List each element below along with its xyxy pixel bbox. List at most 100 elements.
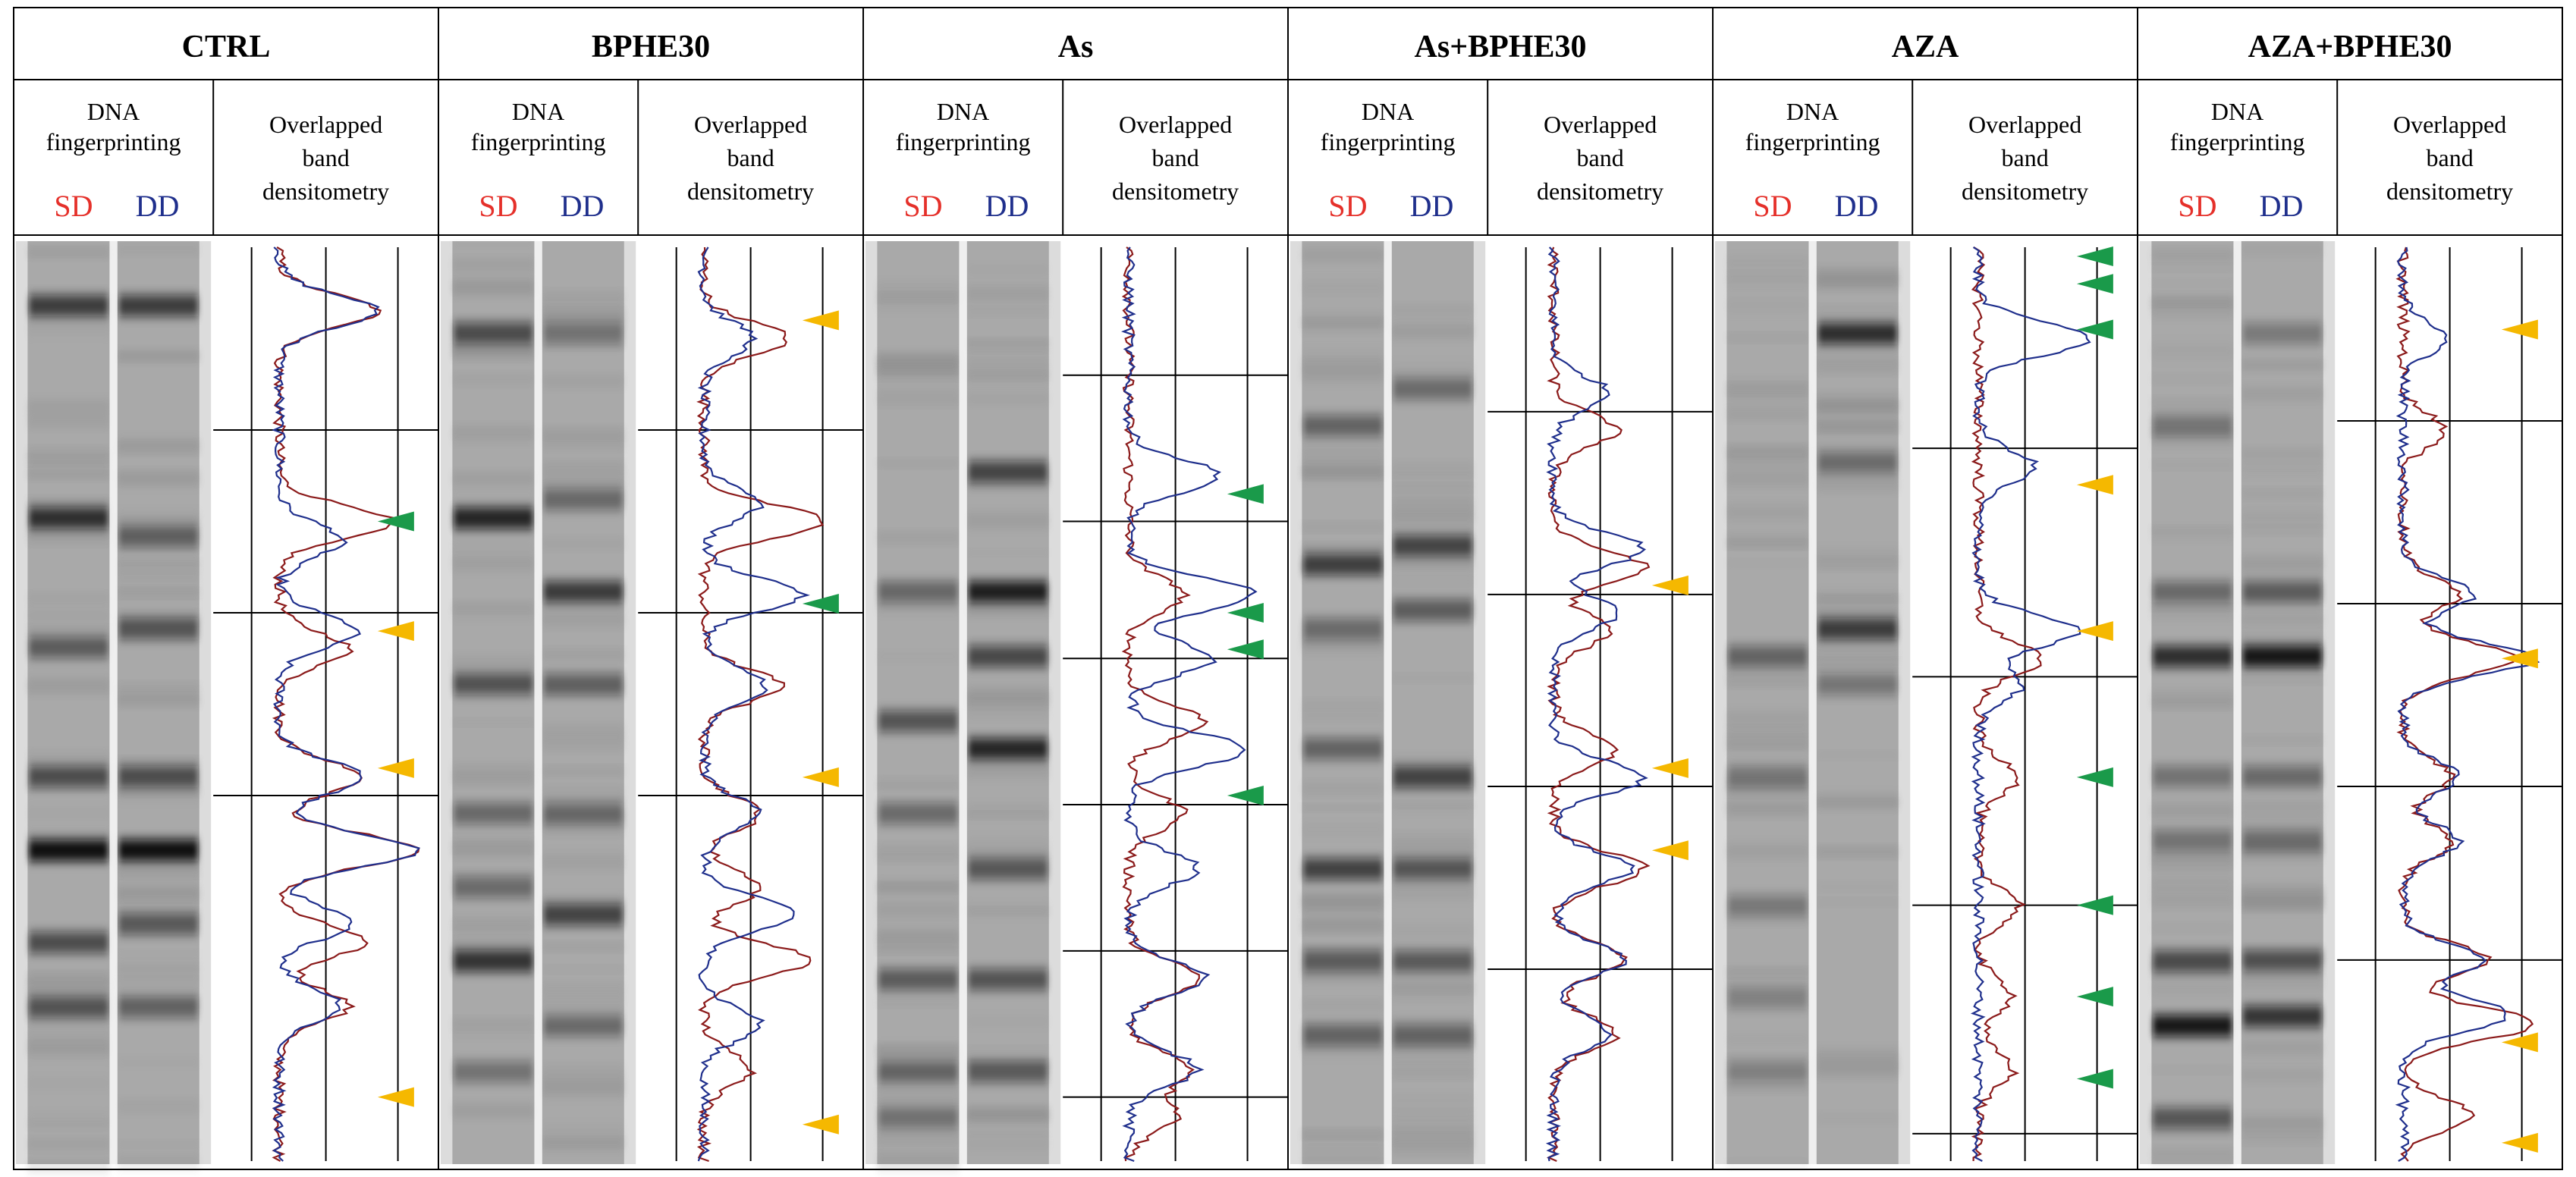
gel-band: [29, 295, 108, 317]
gel-smear: [1816, 1113, 1899, 1123]
gel-smear: [1816, 444, 1899, 453]
gel-smear: [452, 920, 535, 927]
gel-smear: [117, 1058, 199, 1066]
gel-band: [878, 710, 958, 732]
gel-smear: [1391, 1123, 1474, 1137]
gel-smear: [1816, 661, 1899, 669]
gel-image: [865, 241, 1061, 1171]
gel-smear: [966, 394, 1049, 404]
gel-smear: [542, 472, 624, 488]
gel-smear: [2151, 924, 2234, 932]
gel-smear: [2151, 1149, 2234, 1160]
gel-smear: [1816, 393, 1899, 403]
gel-band: [1728, 765, 1808, 787]
densitometry-plot: [638, 246, 863, 1163]
gel-smear: [877, 1131, 960, 1147]
sd-trace: [2395, 246, 2534, 1162]
gel-image: [16, 241, 212, 1172]
gel-band: [454, 876, 533, 898]
green-arrowhead-icon: [2076, 987, 2113, 1007]
gel-band: [543, 488, 623, 510]
gel-smear: [1726, 982, 1809, 991]
gel-smear: [966, 265, 1049, 275]
gel-smear: [117, 758, 199, 764]
gel-smear: [1816, 400, 1899, 416]
gel-band: [1728, 1061, 1808, 1083]
gel-smear: [877, 532, 960, 543]
gel-band: [2153, 950, 2232, 972]
dd-lane: [117, 241, 199, 1169]
gel-smear: [452, 836, 535, 843]
gel-smear: [542, 614, 624, 626]
gel-smear: [542, 650, 624, 660]
gel-smear: [2151, 375, 2234, 383]
gel-band: [2242, 765, 2322, 787]
gel-smear: [1726, 737, 1809, 753]
dd-label: DD: [1410, 189, 1454, 223]
gel-smear: [2151, 854, 2234, 862]
gel-smear: [2241, 463, 2323, 469]
gel-smear: [117, 979, 199, 988]
gel-smear: [1302, 1160, 1384, 1166]
panel-title: CTRL: [182, 30, 271, 64]
gel-smear: [1391, 463, 1474, 474]
gel-smear: [27, 1160, 110, 1172]
gel-smear: [542, 434, 624, 450]
gel-smear: [27, 498, 110, 508]
gel-band: [1817, 673, 1897, 695]
gel-smear: [542, 1139, 624, 1146]
gel-smear: [27, 1022, 110, 1035]
gel-band: [118, 526, 198, 548]
gel-smear: [1391, 493, 1474, 509]
yellow-arrowhead-icon: [2076, 475, 2113, 495]
gel-smear: [1726, 256, 1809, 270]
gel-smear: [1816, 1062, 1899, 1076]
gel-smear: [1816, 653, 1899, 661]
gel-band: [118, 913, 198, 935]
gel-smear: [1302, 280, 1384, 296]
densitometry-plot: [1063, 246, 1288, 1163]
gel-band: [2242, 830, 2322, 852]
green-arrowhead-icon: [1227, 639, 1264, 660]
gel-band: [968, 968, 1048, 990]
gel-smear: [27, 1037, 110, 1048]
gel-smear: [1816, 607, 1899, 618]
dd-label: DD: [2260, 189, 2304, 223]
gel-smear: [1302, 805, 1384, 811]
gel-band: [2153, 830, 2232, 852]
gel-smear: [117, 475, 199, 488]
gel-band: [968, 738, 1048, 760]
gel-smear: [27, 1044, 110, 1054]
gel-smear: [452, 259, 535, 271]
sd-trace: [1121, 246, 1209, 1162]
fingerprint-label: DNA fingerprinting: [1321, 98, 1456, 155]
gel-smear: [1302, 709, 1384, 722]
gel-smear: [1726, 448, 1809, 463]
gel-smear: [877, 1091, 960, 1100]
gel-band: [1393, 950, 1472, 972]
gel-smear: [1816, 848, 1899, 856]
gel-band: [968, 1061, 1048, 1083]
gel-smear: [1302, 366, 1384, 381]
gel-smear: [966, 338, 1049, 344]
gel-smear: [452, 1103, 535, 1118]
gel-smear: [2241, 849, 2323, 861]
gel-smear: [1726, 678, 1809, 686]
gel-smear: [1726, 789, 1809, 796]
gel-smear: [117, 613, 199, 623]
gel-smear: [1391, 833, 1474, 843]
yellow-arrowhead-icon: [1651, 758, 1689, 778]
gel-smear: [1816, 646, 1899, 656]
gel-smear: [1726, 1035, 1809, 1044]
gel-band: [1393, 765, 1472, 787]
gel-smear: [966, 1047, 1049, 1053]
gel-band: [2242, 322, 2322, 344]
gel-band: [2153, 765, 2232, 787]
gel-smear: [877, 400, 960, 406]
gel-smear: [2151, 399, 2234, 408]
gel-smear: [27, 416, 110, 428]
gel-smear: [117, 964, 199, 975]
dd-lane: [1391, 241, 1474, 1164]
gel-smear: [1816, 268, 1899, 280]
